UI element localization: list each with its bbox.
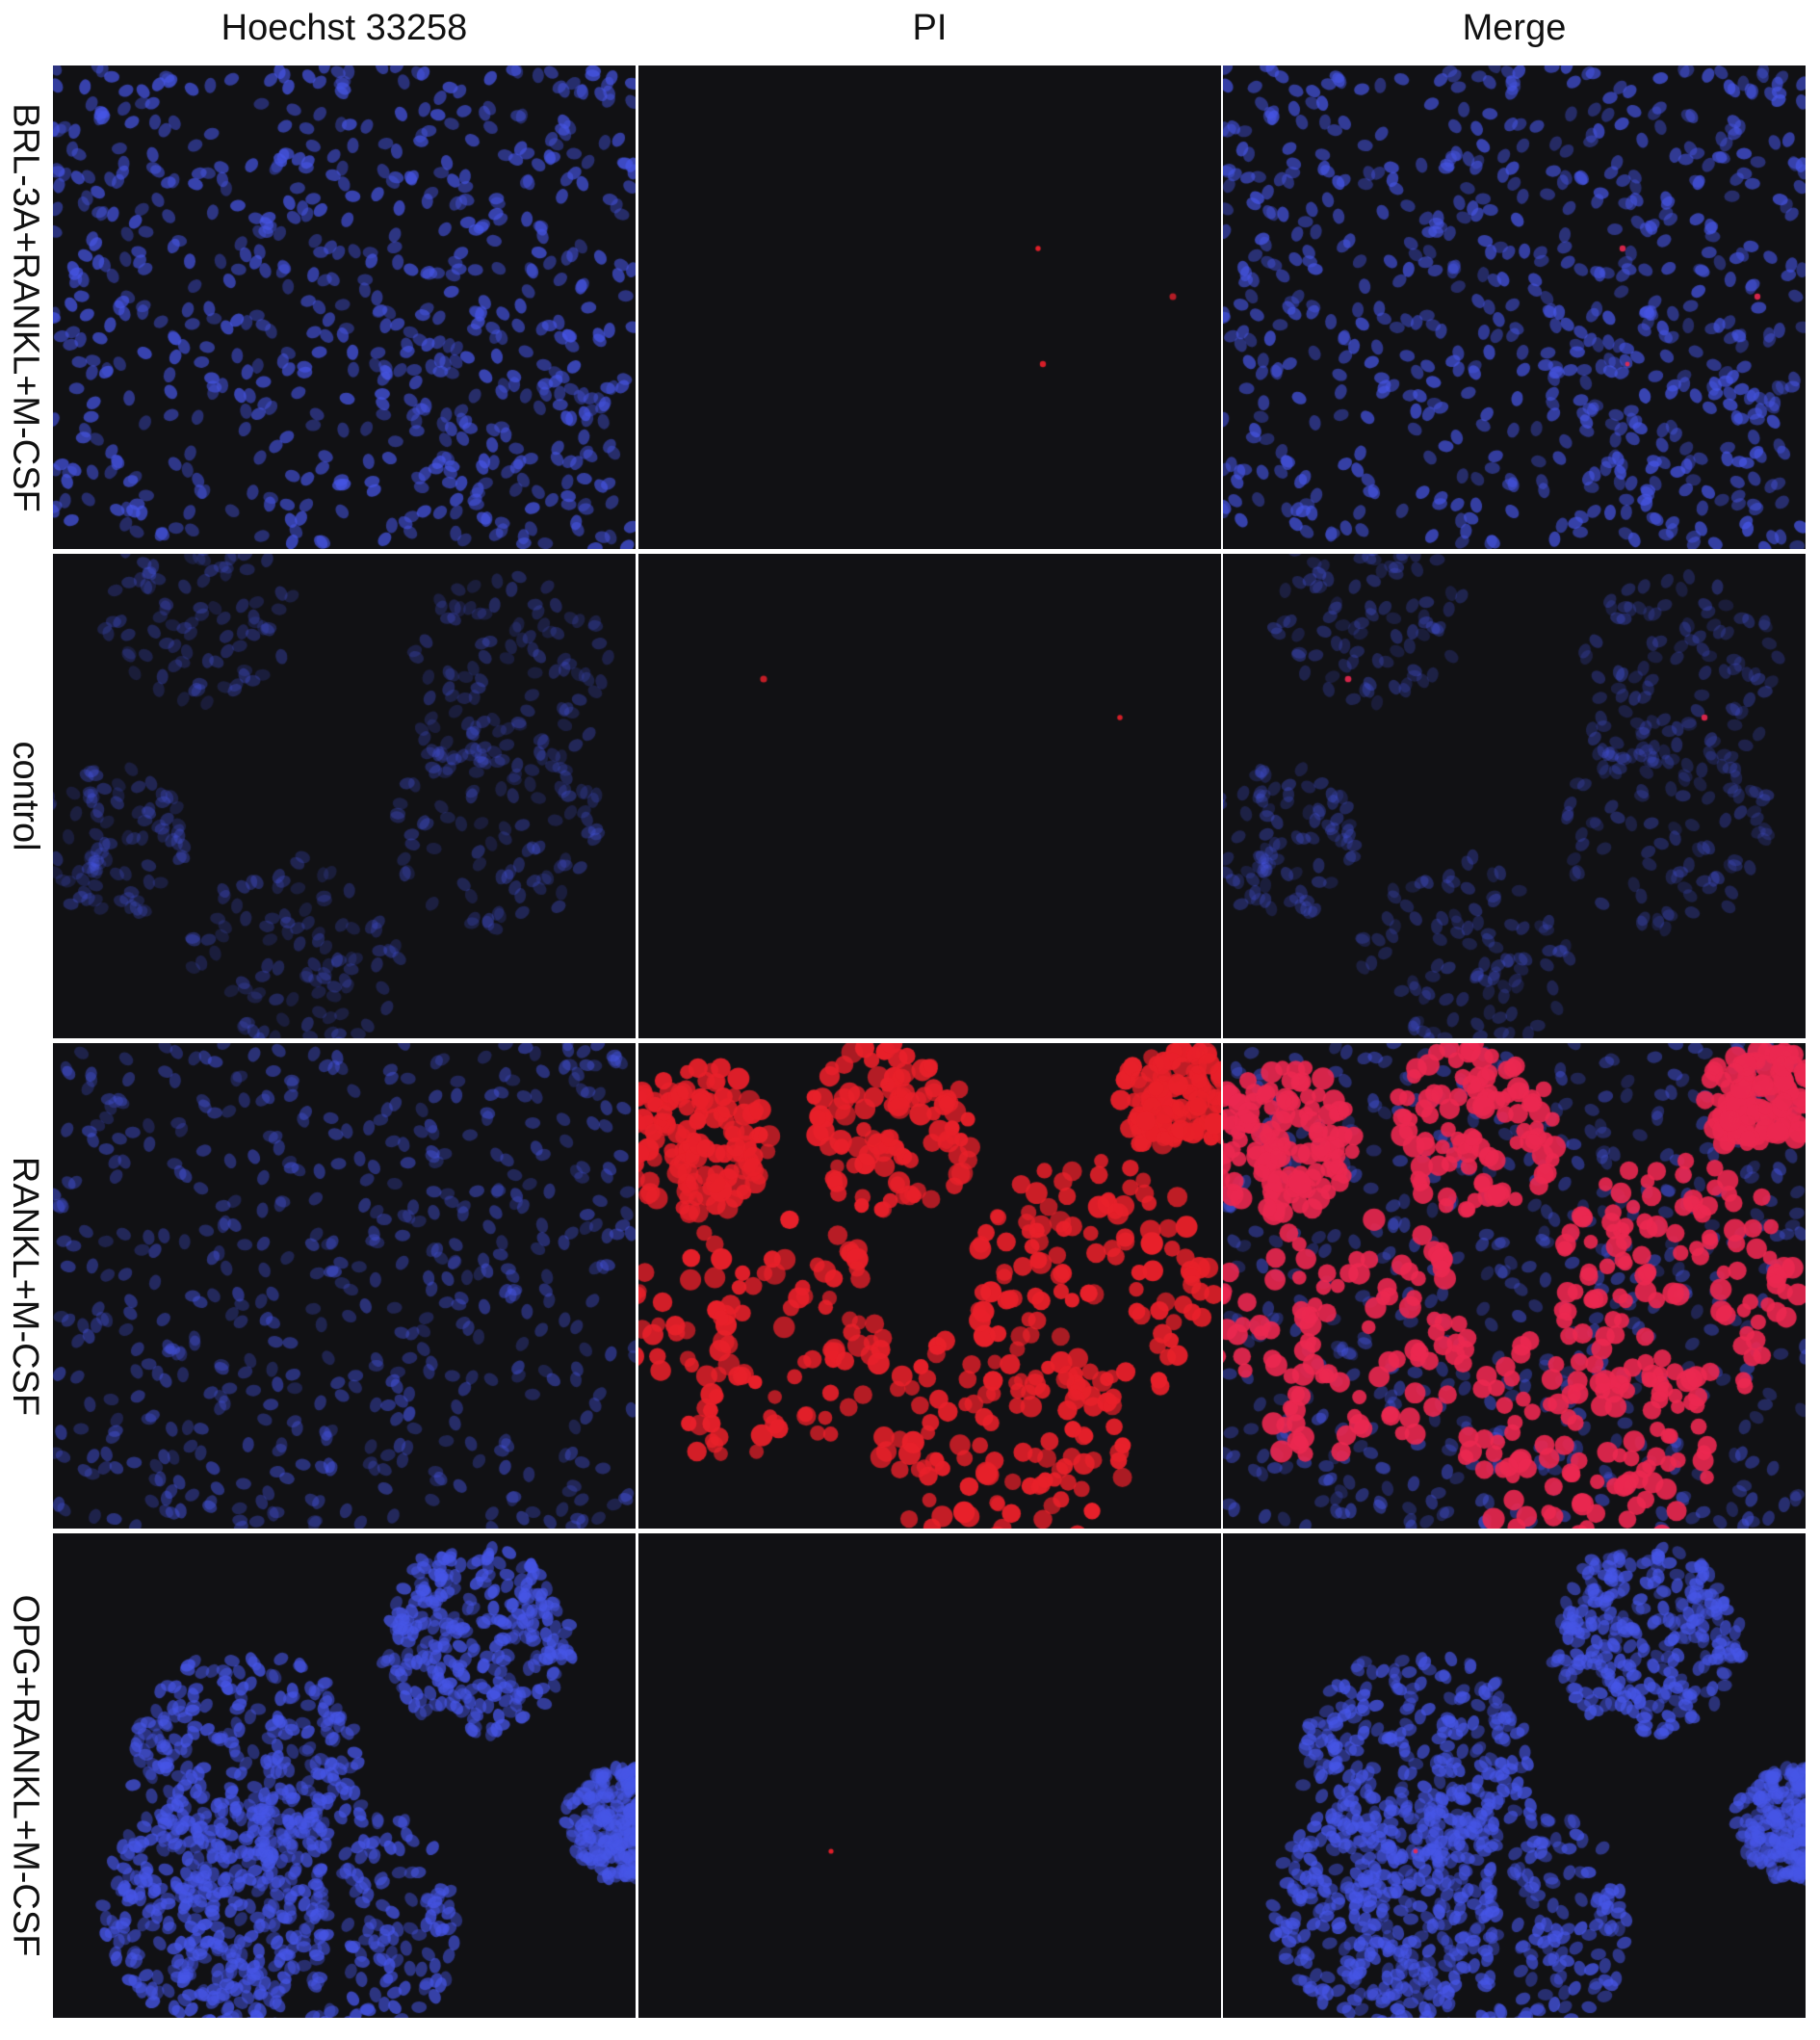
micrograph-rankl-merge (1223, 1043, 1806, 1529)
row-label-control: control (5, 741, 46, 851)
column-header-hoechst: Hoechst 33258 (221, 8, 468, 48)
micrograph-opg-pi (638, 1533, 1221, 2018)
micrograph-control-pi (638, 554, 1221, 1038)
micrograph-rankl-pi (638, 1043, 1221, 1529)
micrograph-opg-hoechst (53, 1533, 636, 2018)
row-label-brl3a: BRL-3A+RANKL+M-CSF (5, 102, 46, 512)
row-label-rankl: RANKL+M-CSF (5, 1156, 46, 1416)
column-header-merge: Merge (1462, 8, 1567, 48)
column-header-pi: PI (912, 8, 948, 48)
micrograph-control-hoechst (53, 554, 636, 1038)
micrograph-control-merge (1223, 554, 1806, 1038)
row-label-opg: OPG+RANKL+M-CSF (5, 1594, 46, 1957)
micrograph-brl3a-merge (1223, 65, 1806, 549)
micrograph-rankl-hoechst (53, 1043, 636, 1529)
micrograph-opg-merge (1223, 1533, 1806, 2018)
micrograph-brl3a-hoechst (53, 65, 636, 549)
micrograph-brl3a-pi (638, 65, 1221, 549)
